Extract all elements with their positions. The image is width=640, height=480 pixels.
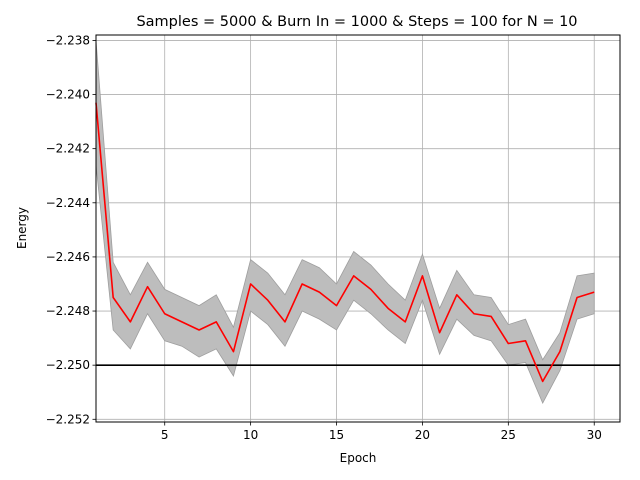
y-tick-label: −2.250 <box>46 358 90 372</box>
x-tick-label: 30 <box>587 428 602 442</box>
y-tick-label: −2.244 <box>46 196 90 210</box>
x-tick-label: 5 <box>161 428 169 442</box>
x-tick-label: 20 <box>415 428 430 442</box>
x-tick-label: 15 <box>329 428 344 442</box>
y-axis-label: Energy <box>15 207 29 249</box>
x-tick-label: 10 <box>243 428 258 442</box>
energy-series-line <box>95 102 595 383</box>
error-band-layer <box>95 40 595 404</box>
y-tick-label: −2.252 <box>46 412 90 426</box>
y-tick-label: −2.238 <box>46 33 90 47</box>
series-line-layer <box>95 102 595 383</box>
y-tick-label: −2.248 <box>46 304 90 318</box>
y-tick-label: −2.240 <box>46 88 90 102</box>
y-tick-label: −2.246 <box>46 250 90 264</box>
ticks-layer: 5 10 15 20 25 30 −2.238 −2.240 −2.242 −2.244 −2.24… <box>46 33 602 442</box>
axes-frame <box>95 34 621 423</box>
chart-title: Samples = 5000 & Burn In = 1000 & Steps … <box>136 14 577 30</box>
x-tick-label: 25 <box>501 428 516 442</box>
x-axis-label: Epoch <box>340 451 377 465</box>
confidence-band <box>95 40 595 404</box>
y-tick-label: −2.242 <box>46 142 90 156</box>
